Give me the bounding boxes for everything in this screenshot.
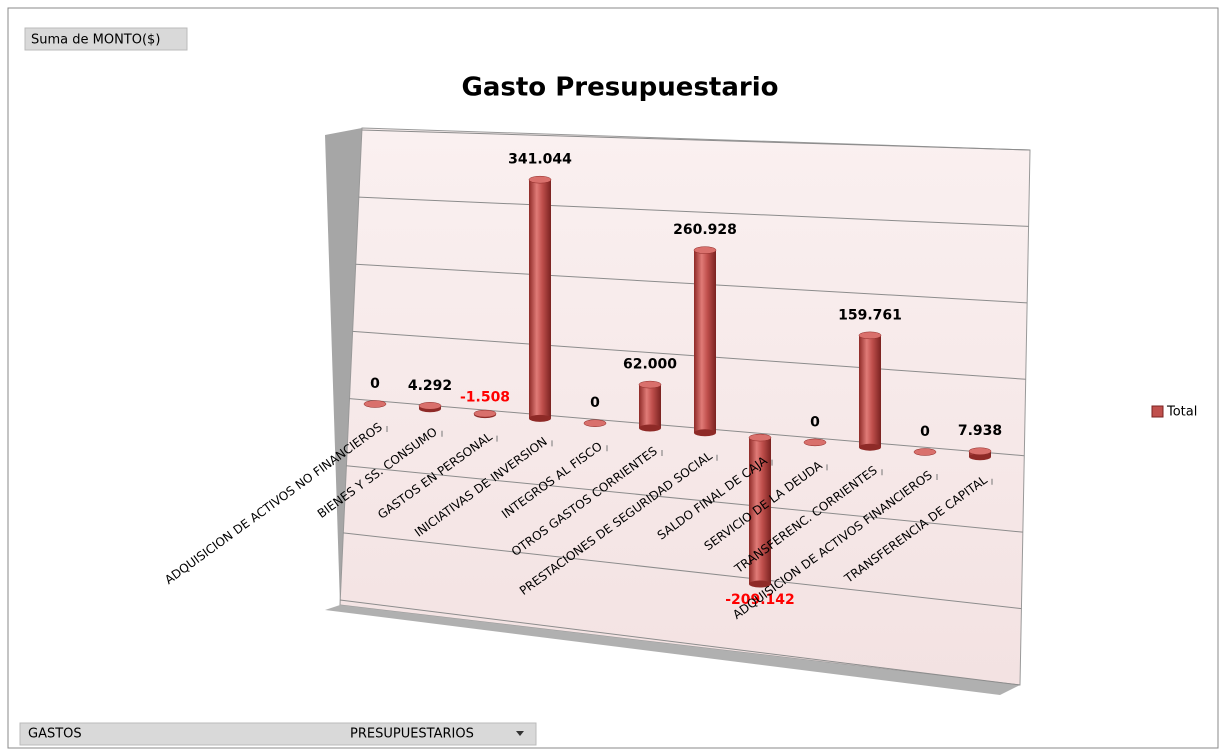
legend-swatch — [1151, 405, 1164, 418]
wall-line — [343, 532, 1022, 610]
filter-value: PRESUPUESTARIOS — [350, 727, 474, 742]
data-label: 62.000 — [623, 357, 677, 373]
bar-top — [528, 175, 552, 184]
wall-line — [355, 263, 1028, 304]
bar-top — [858, 331, 882, 340]
bar-top — [473, 409, 497, 418]
bar — [748, 433, 772, 588]
chart-title: Gasto Presupuestario — [461, 73, 778, 103]
data-label: 4.292 — [408, 378, 452, 394]
data-label: 0 — [810, 414, 820, 430]
bar-top — [418, 402, 442, 410]
bar-bottom — [529, 414, 551, 422]
bar — [418, 402, 442, 413]
bar — [803, 438, 827, 447]
floor — [325, 605, 1020, 695]
bar-top — [968, 447, 992, 455]
legend-label: Total — [1166, 405, 1197, 420]
bar-body — [639, 384, 661, 428]
bar — [473, 409, 497, 419]
field-button[interactable] — [24, 27, 188, 51]
wall-line — [346, 465, 1023, 533]
data-label: 260.928 — [673, 222, 737, 238]
bar — [583, 419, 607, 427]
bar-top — [363, 400, 387, 408]
field-label: Suma de MONTO($) — [31, 33, 160, 48]
data-label: 0 — [370, 376, 380, 392]
bar-body — [749, 437, 771, 584]
bar-top — [693, 246, 717, 254]
bar-body — [529, 179, 551, 419]
bar-top — [583, 419, 607, 427]
bar — [693, 246, 717, 437]
bar-top — [638, 380, 662, 389]
wall-line — [349, 398, 1025, 457]
bar — [638, 380, 662, 432]
data-label: -209.142 — [725, 592, 795, 608]
bar — [858, 331, 882, 451]
bar-top — [748, 433, 772, 442]
bar — [528, 175, 552, 422]
bar-bottom — [639, 424, 661, 432]
wall-line — [339, 599, 1021, 686]
bar-body — [859, 335, 881, 448]
data-label: 341.044 — [508, 152, 572, 168]
data-label: 159.761 — [838, 307, 902, 323]
filter-label: GASTOS — [28, 727, 82, 742]
data-label: -1.508 — [460, 390, 510, 406]
bar-bottom — [749, 580, 771, 588]
grid — [339, 129, 1031, 686]
bar-top — [913, 448, 937, 456]
bar — [968, 447, 992, 461]
data-label: 0 — [920, 424, 930, 440]
bar-body — [694, 250, 716, 433]
bar — [363, 400, 387, 408]
dropdown-arrow[interactable] — [516, 731, 524, 736]
data-label: 0 — [590, 395, 600, 411]
wall-line — [352, 330, 1026, 380]
wall-line — [358, 196, 1029, 227]
bar-bottom — [694, 429, 716, 437]
bar-bottom — [859, 443, 881, 451]
bar-bottom — [969, 453, 991, 461]
bar — [913, 448, 937, 456]
bar-top — [803, 438, 827, 447]
data-label: 7.938 — [958, 423, 1002, 439]
filter-button[interactable] — [19, 722, 537, 746]
wall-line — [361, 129, 1031, 151]
